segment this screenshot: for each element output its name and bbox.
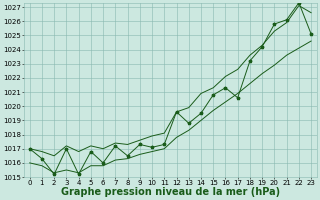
X-axis label: Graphe pression niveau de la mer (hPa): Graphe pression niveau de la mer (hPa) xyxy=(61,187,280,197)
